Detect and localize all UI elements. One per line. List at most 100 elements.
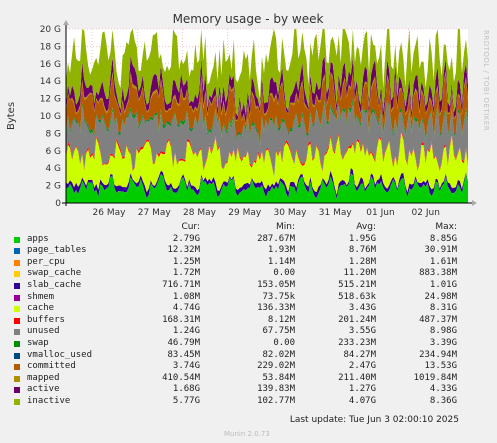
legend-max: 4.33G: [429, 384, 457, 395]
legend-swatch: [14, 259, 20, 266]
legend-row-buffers: buffers 168.31M 8.12M 201.24M 487.37M: [0, 315, 497, 327]
legend-avg: 1.27G: [348, 384, 376, 395]
legend-header: Cur: Min: Avg: Max:: [0, 222, 497, 234]
x-axis-arrow: [472, 200, 477, 206]
y-tick-label: 12 G: [40, 95, 61, 105]
area-inactive: [66, 29, 468, 116]
legend-cur: 716.71M: [162, 279, 200, 290]
x-tick-label: 02 Jun: [412, 208, 440, 218]
legend-cur: 1.72M: [172, 268, 200, 279]
col-max: Max:: [435, 222, 457, 232]
legend-row-committed: committed 3.74G 229.02M 2.47G 13.53G: [0, 361, 497, 373]
legend-swatch: [14, 306, 20, 313]
col-cur: Cur:: [181, 222, 200, 232]
legend-name: committed: [27, 361, 76, 372]
legend-avg: 233.23M: [338, 337, 376, 348]
legend-row-apps: apps 2.79G 287.67M 1.95G 8.85G: [0, 234, 497, 246]
legend-max: 13.53G: [424, 361, 457, 372]
legend-min: 287.67M: [257, 233, 295, 244]
y-tick-label: 10 G: [40, 112, 61, 122]
y-axis-arrow: [63, 20, 69, 25]
area-cache: [66, 131, 468, 195]
legend-row-active: active 1.68G 139.83M 1.27G 4.33G: [0, 384, 497, 396]
legend-swatch: [14, 364, 20, 371]
legend-name: page_tables: [27, 245, 87, 256]
x-tick-label: 29 May: [228, 208, 262, 218]
legend-swatch: [14, 271, 20, 278]
col-min: Min:: [275, 222, 295, 232]
legend-name: shmem: [27, 291, 55, 302]
legend-name: swap_cache: [27, 268, 82, 279]
y-tick-labels: 0 2 G 4 G 6 G 8 G 10 G 12 G 14 G 16 G 18 G 20 G: [40, 25, 62, 209]
legend-min: 1.93M: [267, 245, 295, 256]
x-tick-labels: 26 May 27 May 28 May 29 May 30 May 31 May 01 J…: [93, 208, 440, 218]
legend-name: buffers: [27, 314, 65, 325]
legend-cur: 4.74G: [172, 303, 200, 314]
legend-swatch: [14, 294, 20, 301]
legend-name: active: [27, 384, 60, 395]
legend-avg: 4.07G: [348, 395, 376, 406]
y-tick-label: 18 G: [40, 42, 61, 52]
chart: Memory usage - by week Bytes RRDTOOL / T…: [6, 12, 490, 218]
legend-min: 229.02M: [257, 361, 295, 372]
legend-max: 30.91M: [424, 245, 457, 256]
y-tick-label: 4 G: [45, 164, 61, 174]
x-tick-label: 27 May: [138, 208, 172, 218]
legend-min: 67.75M: [262, 326, 295, 337]
legend-row-page_tables: page_tables 12.32M 1.93M 8.76M 30.91M: [0, 245, 497, 257]
x-tick-label: 01 Jun: [366, 208, 394, 218]
legend-avg: 3.43G: [348, 303, 376, 314]
legend-row-per_cpu: per_cpu 1.25M 1.14M 1.28M 1.61M: [0, 257, 497, 269]
col-avg: Avg:: [356, 222, 376, 232]
legend-max: 1019.84M: [413, 372, 457, 383]
legend-avg: 515.21M: [338, 279, 376, 290]
legend-cur: 46.79M: [167, 337, 200, 348]
legend-min: 53.84M: [262, 372, 295, 383]
legend-swatch: [14, 282, 20, 289]
legend-cur: 3.74G: [172, 361, 200, 372]
legend-cur: 1.08M: [172, 291, 200, 302]
legend-min: 0.00: [273, 337, 295, 348]
legend-avg: 1.28M: [348, 256, 376, 267]
x-tick-label: 31 May: [319, 208, 353, 218]
legend-name: vmalloc_used: [27, 349, 93, 360]
area-slab_cache: [66, 167, 468, 199]
legend-row-cache: cache 4.74G 136.33M 3.43G 8.31G: [0, 303, 497, 315]
y-axis-label: Bytes: [6, 102, 17, 130]
legend-cur: 168.31M: [162, 314, 200, 325]
area-unused: [66, 101, 468, 177]
series-areas: [66, 29, 468, 203]
legend-swatch: [14, 329, 20, 336]
chart-title: Memory usage - by week: [173, 12, 324, 26]
legend-max: 1.01G: [429, 279, 457, 290]
legend-min: 73.75k: [262, 291, 295, 302]
legend-name: cache: [27, 303, 55, 314]
legend-cur: 12.32M: [167, 245, 200, 256]
legend-avg: 2.47G: [348, 361, 376, 372]
legend-name: mapped: [27, 372, 60, 383]
legend-name: unused: [27, 326, 60, 337]
legend-min: 102.77M: [257, 395, 295, 406]
area-active: [66, 56, 468, 124]
legend-swatch: [14, 375, 20, 382]
legend-cur: 1.68G: [172, 384, 200, 395]
y-tick-label: 0: [55, 199, 61, 209]
legend-cur: 2.79G: [172, 233, 200, 244]
legend-avg: 201.24M: [338, 314, 376, 325]
legend-row-swap: swap 46.79M 0.00 233.23M 3.39G: [0, 338, 497, 350]
legend-avg: 8.76M: [348, 245, 376, 256]
x-tick-label: 28 May: [183, 208, 217, 218]
legend-min: 1.14M: [267, 256, 295, 267]
legend-row-inactive: inactive 5.77G 102.77M 4.07G 8.36G: [0, 396, 497, 408]
legend-max: 234.94M: [419, 349, 457, 360]
legend-rows: apps 2.79G 287.67M 1.95G 8.85G page_tables 12.…: [0, 234, 497, 408]
legend-swatch: [14, 317, 20, 324]
legend-min: 8.12M: [267, 314, 295, 325]
legend-cur: 83.45M: [167, 349, 200, 360]
legend-max: 3.39G: [429, 337, 457, 348]
legend-cur: 410.54M: [162, 372, 200, 383]
legend-min: 0.00: [273, 268, 295, 279]
y-tick-label: 14 G: [40, 77, 61, 87]
legend-swatch: [14, 340, 20, 347]
legend-min: 82.02M: [262, 349, 295, 360]
